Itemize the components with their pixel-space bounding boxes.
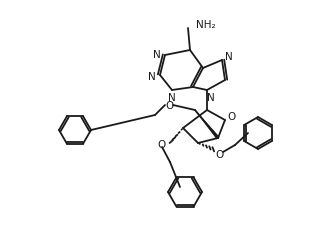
Text: N: N: [207, 93, 215, 103]
Text: N: N: [168, 93, 176, 103]
Text: O: O: [158, 140, 166, 150]
Polygon shape: [195, 110, 219, 139]
Text: O: O: [165, 101, 173, 111]
Text: N: N: [225, 52, 233, 62]
Text: O: O: [215, 150, 223, 160]
Text: N: N: [153, 50, 161, 60]
Text: NH₂: NH₂: [196, 20, 216, 30]
Text: N: N: [148, 72, 156, 82]
Text: O: O: [228, 112, 236, 122]
